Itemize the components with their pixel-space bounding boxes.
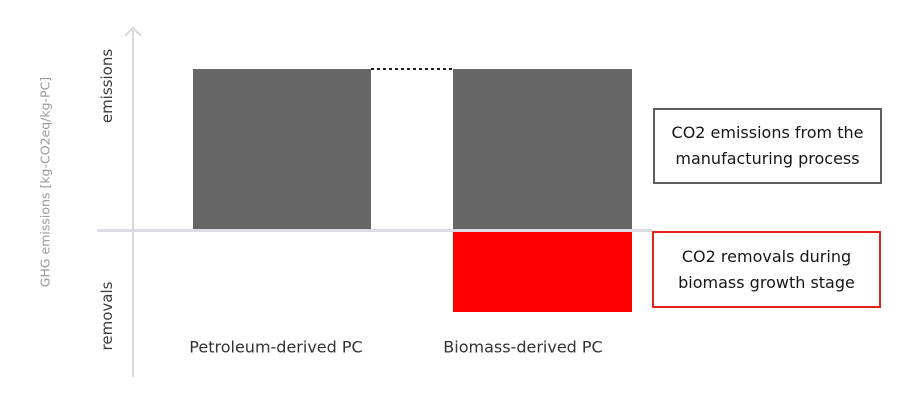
zone-label-removals: removals xyxy=(98,281,116,351)
callout-emissions-line2: manufacturing process xyxy=(675,149,860,168)
arrow-up-icon xyxy=(124,26,142,44)
bar-biomass-emissions xyxy=(453,69,632,229)
callout-removals-line1: CO2 removals during xyxy=(681,246,852,266)
bar-biomass-removals xyxy=(453,232,632,312)
y-axis-title: GHG emissions [kg-CO2eq/kg-PC] xyxy=(37,76,53,288)
callout-removals-box: CO2 removals during biomass growth stage xyxy=(652,231,881,308)
zone-label-emissions: emissions xyxy=(98,48,116,124)
callout-emissions-line1: CO2 emissions from the xyxy=(671,123,864,143)
bar-petroleum-emissions xyxy=(193,69,371,229)
callout-emissions-box: CO2 emissions from the manufacturing pro… xyxy=(653,108,882,184)
callout-removals-line2: biomass growth stage xyxy=(678,272,855,292)
zero-baseline xyxy=(97,229,652,232)
y-axis-line xyxy=(132,30,134,377)
category-label-petroleum: Petroleum-derived PC xyxy=(189,337,363,357)
category-label-biomass: Biomass-derived PC xyxy=(443,337,603,357)
equal-height-dotted-line xyxy=(371,68,453,70)
